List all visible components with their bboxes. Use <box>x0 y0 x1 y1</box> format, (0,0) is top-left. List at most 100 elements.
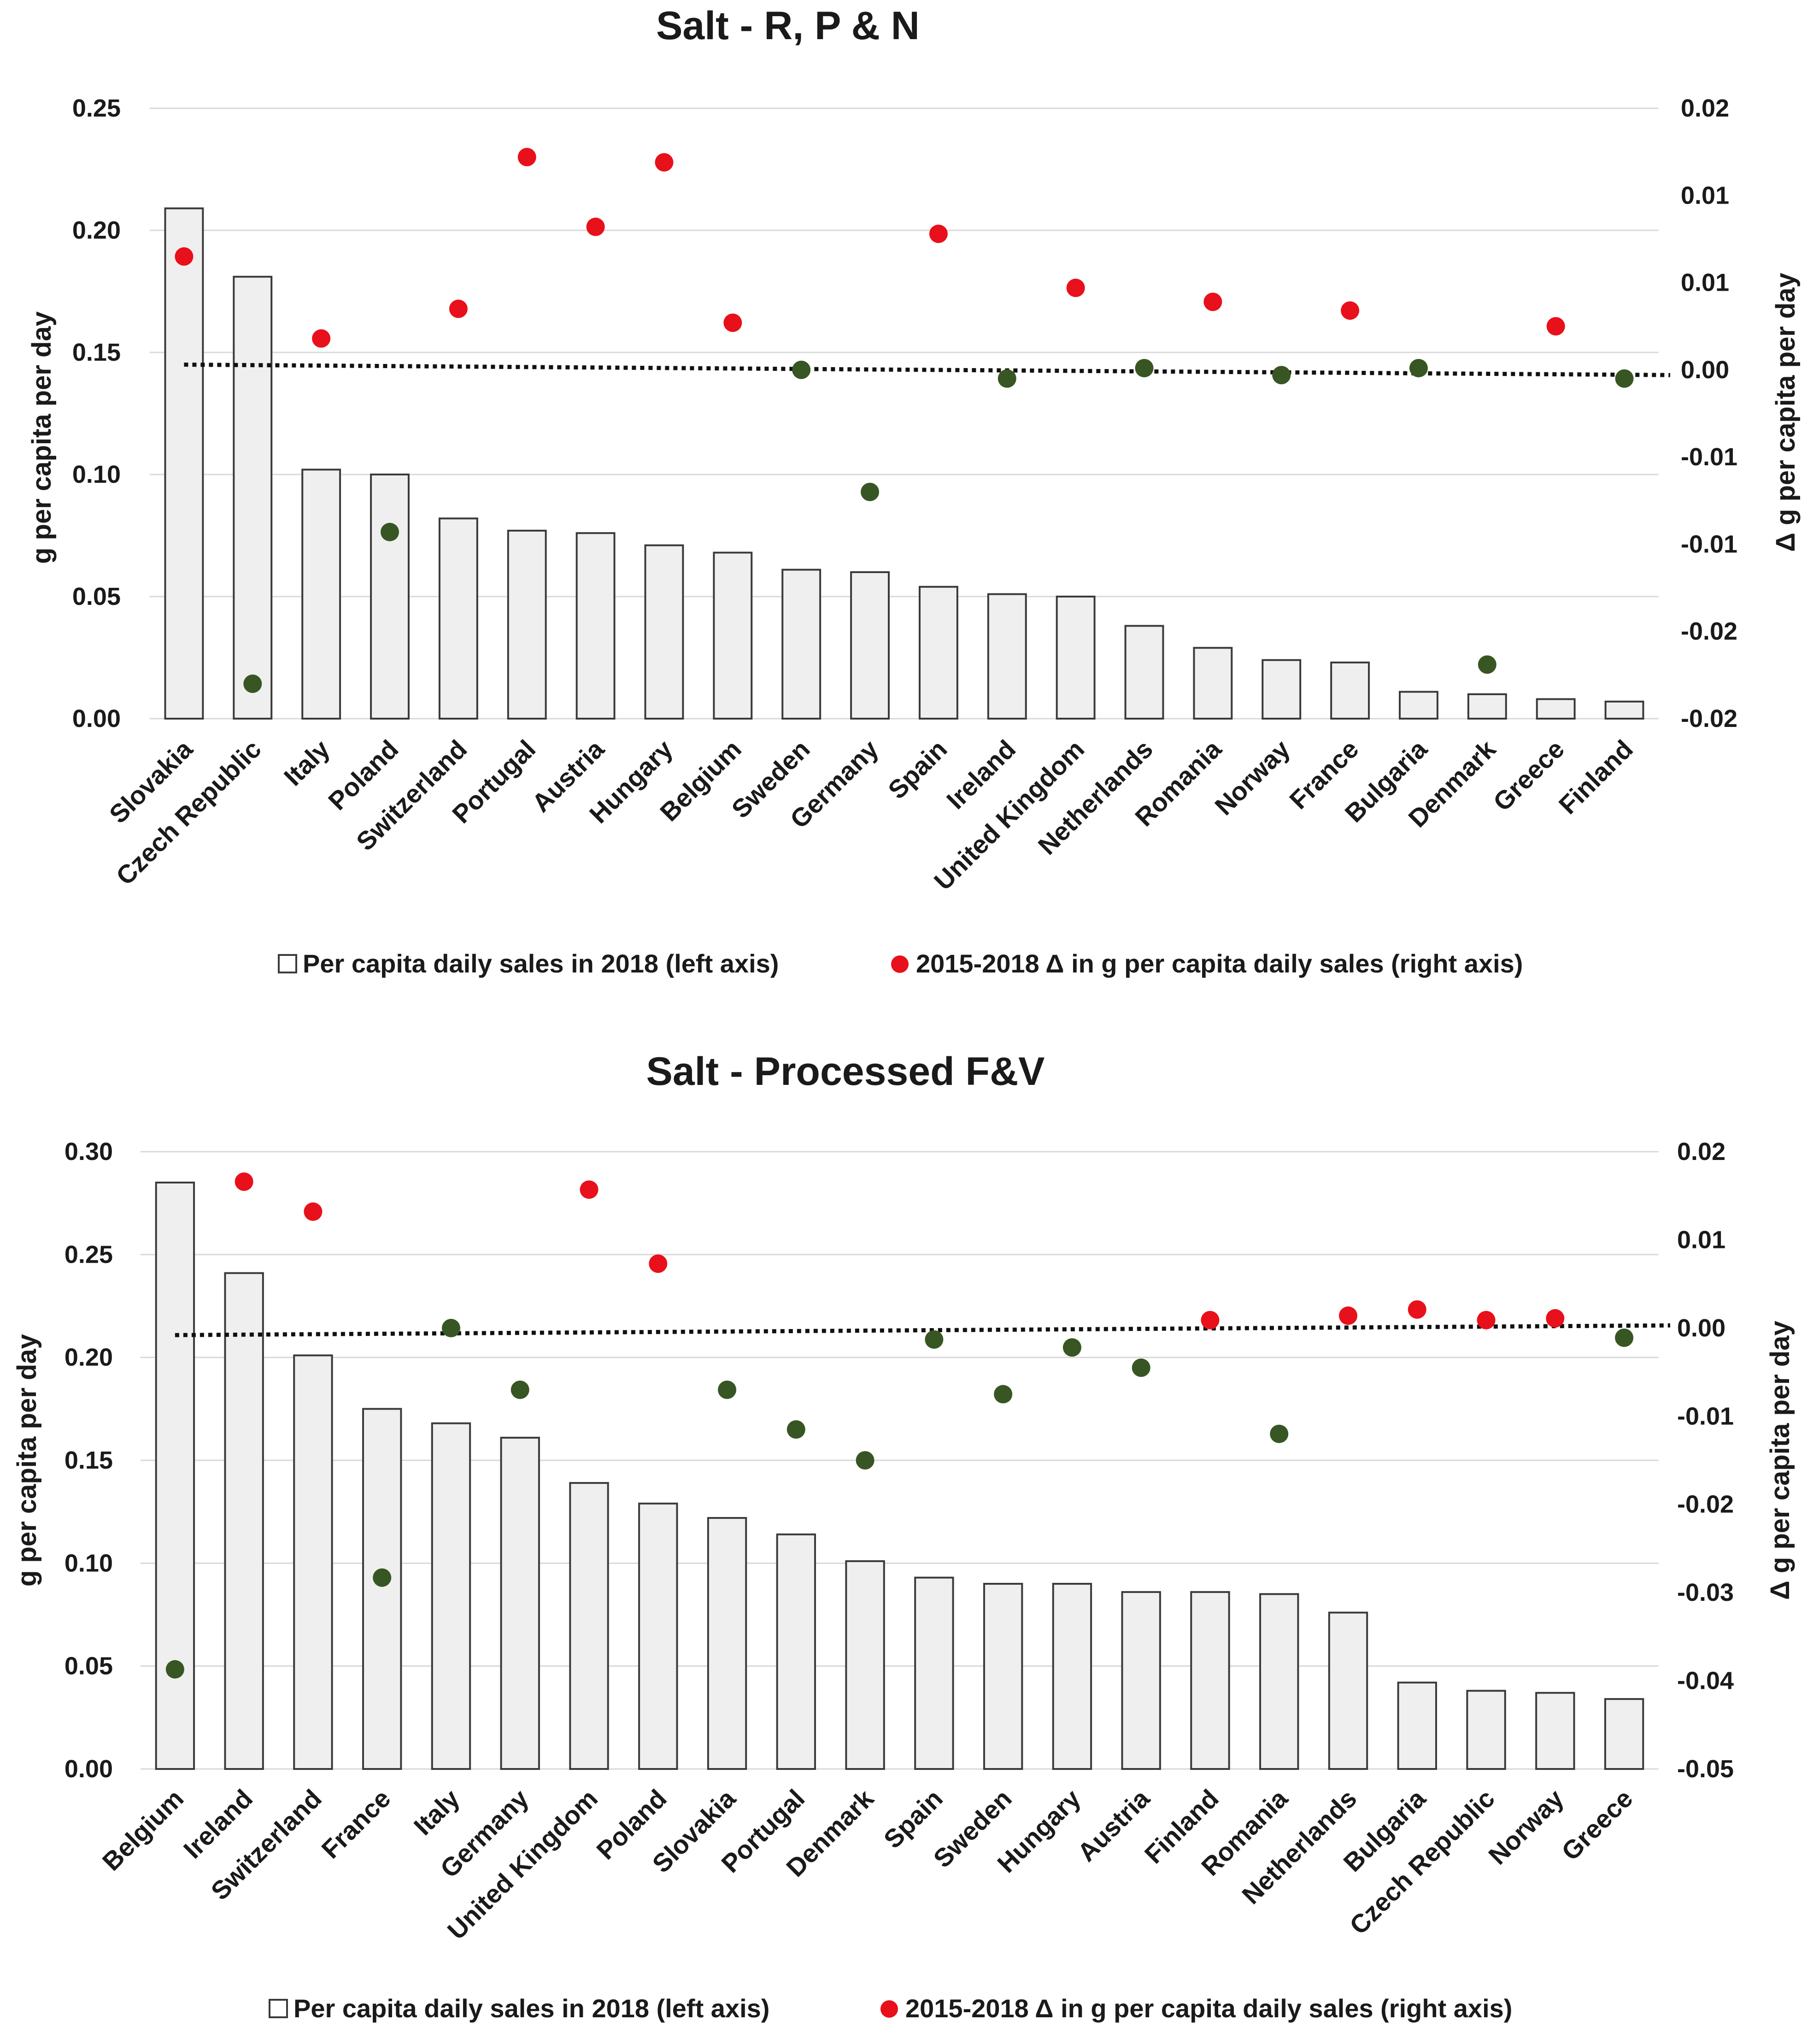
left-axis-tick-label: 0.00 <box>65 1755 113 1783</box>
bar-spain <box>914 1576 954 1770</box>
delta-point-spain <box>925 1330 944 1349</box>
delta-point-bulgaria <box>1409 359 1428 378</box>
bar-portugal <box>776 1533 816 1770</box>
right-axis-tick-label: 0.01 <box>1681 269 1729 297</box>
bar-ireland <box>987 593 1027 720</box>
bar-greece <box>1536 698 1576 720</box>
bar-france <box>1330 662 1370 720</box>
left-axis-tick-label: 0.20 <box>72 217 121 244</box>
legend-dot-swatch <box>880 2000 898 2018</box>
delta-point-greece <box>1615 1328 1634 1347</box>
right-axis-ticks: -0.02 -0.02 -0.01 -0.01 0.00 0.01 0.01 0.02 <box>1681 94 1737 732</box>
bar-denmark <box>845 1560 885 1770</box>
delta-point-austria <box>586 217 605 236</box>
right-axis-tick-label: -0.01 <box>1681 443 1737 471</box>
legend: Per capita daily sales in 2018 (left axi… <box>278 949 1523 978</box>
delta-point-poland <box>381 522 399 541</box>
chart-title: Salt - R, P & N <box>656 4 920 48</box>
delta-point-netherlands <box>1135 359 1154 378</box>
legend-bar-swatch <box>269 1999 288 2018</box>
delta-point-france <box>373 1568 392 1587</box>
delta-point-greece <box>1546 317 1565 336</box>
right-axis-tick-label: -0.01 <box>1677 1402 1734 1430</box>
bar-greece <box>1604 1698 1644 1770</box>
left-axis-tick-label: 0.15 <box>65 1447 113 1474</box>
delta-point-denmark <box>856 1451 874 1470</box>
delta-point-sweden <box>792 360 811 379</box>
bar-germany <box>500 1436 540 1770</box>
bar-finland <box>1190 1591 1230 1770</box>
bar-austria <box>1121 1591 1161 1770</box>
right-axis-tick-label: -0.03 <box>1677 1579 1734 1606</box>
bar-hungary <box>644 544 684 720</box>
bar-czech-republic <box>233 275 273 720</box>
delta-point-spain <box>929 224 948 243</box>
right-axis-tick-label: -0.04 <box>1677 1667 1734 1695</box>
bar-united-kingdom <box>569 1482 609 1770</box>
bars <box>155 1182 1644 1770</box>
delta-point-ireland <box>998 369 1016 388</box>
left-axis-tick-label: 0.20 <box>65 1344 113 1371</box>
delta-point-united-kingdom <box>580 1180 599 1199</box>
legend-dot-label: 2015-2018 Δ in g per capita daily sales … <box>916 949 1523 978</box>
bar-sweden <box>781 568 821 720</box>
delta-point-czech-republic <box>1477 1311 1496 1329</box>
delta-point-ireland <box>235 1172 253 1191</box>
right-axis-tick-label: 0.00 <box>1681 356 1729 384</box>
left-axis-tick-label: 0.05 <box>72 583 121 610</box>
bar-austria <box>575 532 616 720</box>
bar-denmark <box>1467 693 1507 720</box>
left-axis-label: g per capita per day <box>12 1334 42 1587</box>
bar-netherlands <box>1328 1611 1368 1770</box>
right-axis-tick-label: -0.02 <box>1677 1491 1734 1518</box>
delta-point-norway <box>1546 1309 1565 1328</box>
delta-point-romania <box>1203 293 1222 311</box>
delta-point-romania <box>1270 1424 1289 1443</box>
left-axis-tick-label: 0.30 <box>65 1138 113 1165</box>
right-axis-label: Δ g per capita per day <box>1765 1321 1795 1600</box>
right-axis-tick-label: 0.00 <box>1677 1314 1725 1342</box>
delta-point-czech-republic <box>243 674 262 693</box>
delta-point-netherlands <box>1339 1306 1358 1325</box>
left-axis-tick-label: 0.10 <box>72 461 121 488</box>
delta-point-switzerland <box>449 299 468 318</box>
delta-point-slovakia <box>175 247 194 266</box>
left-axis-tick-label: 0.00 <box>72 705 121 732</box>
delta-point-denmark <box>1478 655 1496 674</box>
bar-romania <box>1193 647 1233 720</box>
delta-point-bulgaria <box>1408 1300 1426 1319</box>
bar-italy <box>301 469 341 720</box>
right-axis-tick-label: 0.02 <box>1681 94 1729 122</box>
right-axis-tick-label: 0.01 <box>1681 182 1729 209</box>
bar-norway <box>1262 659 1302 720</box>
delta-point-portugal <box>786 1420 805 1439</box>
right-axis-tick-label: 0.01 <box>1677 1226 1725 1253</box>
delta-point-germany <box>510 1380 529 1399</box>
bar-italy <box>431 1422 471 1770</box>
delta-point-hungary <box>1062 1338 1081 1357</box>
bar-slovakia <box>164 207 204 720</box>
legend-bar-label: Per capita daily sales in 2018 (left axi… <box>293 1994 769 2023</box>
bar-united-kingdom <box>1056 596 1096 720</box>
left-axis-label: g per capita per day <box>27 311 57 564</box>
left-axis-tick-label: 0.25 <box>72 94 121 122</box>
delta-point-slovakia <box>718 1380 737 1399</box>
legend-bar-label: Per capita daily sales in 2018 (left axi… <box>303 949 779 978</box>
delta-points <box>165 1172 1634 1679</box>
delta-points <box>175 148 1634 693</box>
bar-hungary <box>1052 1583 1092 1770</box>
right-axis-tick-label: 0.02 <box>1677 1138 1725 1165</box>
right-axis-ticks: -0.05 -0.04 -0.03 -0.02 -0.01 0.00 0.01 0.02 <box>1677 1138 1734 1783</box>
delta-point-italy <box>312 329 331 348</box>
left-axis-ticks: 0.00 0.05 0.10 0.15 0.20 0.25 <box>72 94 121 732</box>
legend-dot-label: 2015-2018 Δ in g per capita daily sales … <box>905 1994 1512 2023</box>
delta-point-italy <box>441 1318 460 1337</box>
delta-point-switzerland <box>304 1202 323 1221</box>
delta-point-hungary <box>655 153 674 172</box>
delta-point-belgium <box>165 1660 184 1679</box>
legend-bar-swatch <box>278 954 297 973</box>
bar-finland <box>1604 700 1644 720</box>
delta-point-sweden <box>994 1385 1013 1404</box>
bar-portugal <box>507 529 547 720</box>
